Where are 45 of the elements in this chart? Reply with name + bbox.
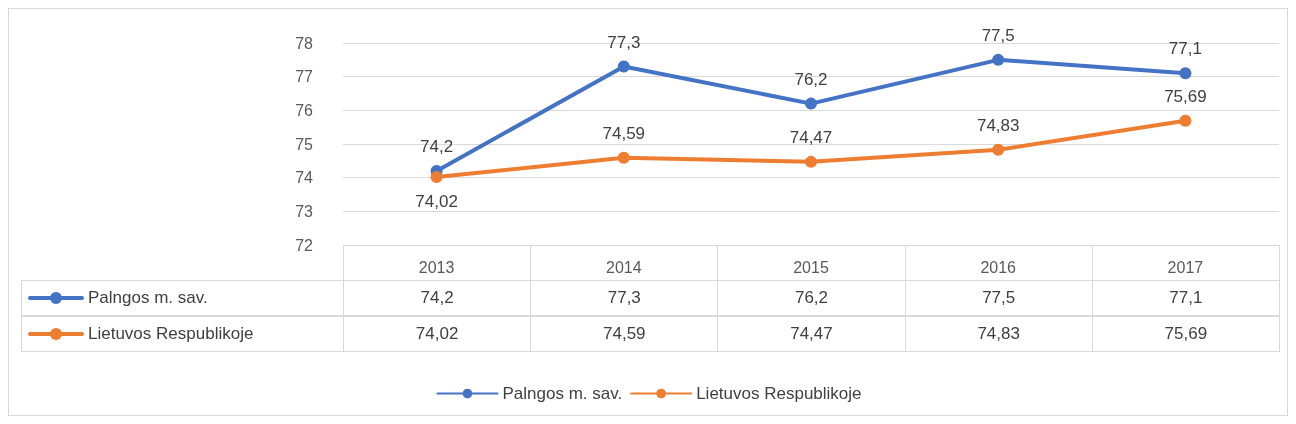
y-tick-label: 76 <box>295 101 314 119</box>
point <box>430 171 443 183</box>
text: 74,2 <box>420 136 454 156</box>
data-label: 77,5 <box>904 280 1093 316</box>
text: 74,47 <box>789 127 833 147</box>
text: 74,59 <box>602 123 646 143</box>
x-tick-label: 2016 <box>980 258 1017 276</box>
data-label: 77,1 <box>1091 280 1280 316</box>
point <box>617 60 630 73</box>
point <box>805 97 817 110</box>
data-label: 76,2 <box>717 280 906 316</box>
text: 74,83 <box>976 115 1020 135</box>
point <box>805 155 817 168</box>
y-tick-label: 77 <box>295 68 314 86</box>
legend-label: Palngos m. sav. <box>502 384 623 403</box>
y-tick-label: 73 <box>295 202 314 220</box>
point <box>992 53 1005 66</box>
data-label: 74,2 <box>343 280 532 316</box>
text: 77,3 <box>607 32 641 52</box>
x-tick-label: 2017 <box>1167 258 1204 276</box>
text: Palngos m. sav. <box>88 288 208 307</box>
text: 77,5 <box>981 25 1015 45</box>
x-tick-label: 2014 <box>606 258 642 276</box>
text: 77,1 <box>1168 39 1202 59</box>
point <box>992 143 1005 156</box>
data-label: 74,47 <box>717 316 906 352</box>
x-tick-label: 2013 <box>418 258 455 276</box>
data-label: 75,69 <box>1091 316 1280 352</box>
legend-label: Lietuvos Respublikoje <box>696 384 862 403</box>
x-tick-label: 2015 <box>793 258 829 276</box>
text: Lietuvos Respublikoje <box>88 324 254 343</box>
text: 76,2 <box>794 69 828 89</box>
text: 75,69 <box>1164 86 1207 106</box>
point <box>617 151 630 164</box>
point <box>1179 114 1192 127</box>
y-tick-label: 78 <box>295 34 314 52</box>
data-label: 77,3 <box>530 280 719 316</box>
y-tick-label: 74 <box>295 169 314 187</box>
data-label: 74,02 <box>343 316 532 352</box>
data-label: 74,59 <box>530 316 719 352</box>
point <box>1179 67 1192 80</box>
y-tick-label: 75 <box>295 135 314 153</box>
data-label: 74,83 <box>904 316 1093 352</box>
text: 74,02 <box>415 191 458 211</box>
y-tick-label: 72 <box>295 236 314 254</box>
